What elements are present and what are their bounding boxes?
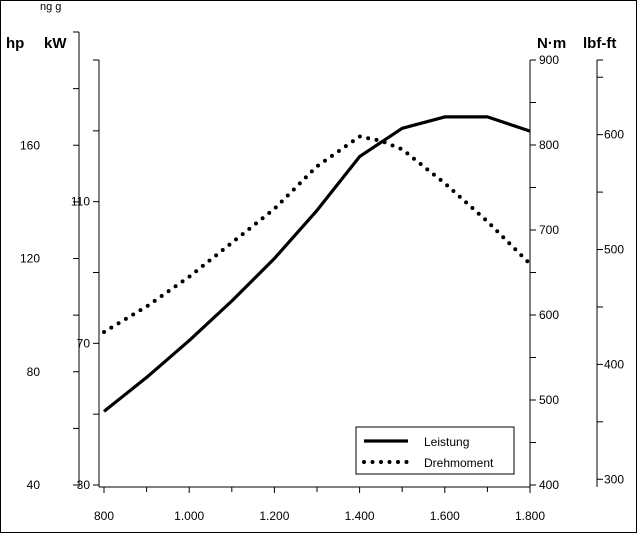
Nm-tick-label-400: 400 — [539, 478, 559, 492]
hp-tick-label-160: 160 — [20, 138, 40, 152]
Nm-tick-label-700: 700 — [539, 223, 559, 237]
lbfft-axis-title: lbf-ft — [583, 35, 616, 52]
kW-tick-label-30: 30 — [77, 478, 91, 492]
nm-axis-title: N·m — [537, 35, 566, 52]
series-line-leistung — [103, 115, 531, 413]
legend-label-drehmoment: Drehmoment — [424, 456, 494, 470]
hp-tick-label-80: 80 — [27, 365, 41, 379]
x-tick-label-1600: 1.600 — [430, 509, 460, 523]
Nm-tick-label-500: 500 — [539, 393, 559, 407]
x-tick-label-1000: 1.000 — [174, 509, 204, 523]
x-tick-label-1800: 1.800 — [515, 509, 545, 523]
kw-axis-title: kW — [44, 35, 67, 52]
Nm-tick-label-800: 800 — [539, 138, 559, 152]
series-line-drehmoment — [102, 134, 532, 334]
x-tick-label-800: 800 — [94, 509, 114, 523]
series-layer — [102, 115, 532, 413]
x-tick-label-1200: 1.200 — [259, 509, 289, 523]
axes-layer: 40 80 120 160 30 70 110 400 500 600 700 800 900 300 40… — [20, 31, 624, 523]
lbfft-tick-label-500: 500 — [604, 243, 624, 257]
legend-box — [355, 426, 515, 475]
lbfft-tick-label-600: 600 — [604, 128, 624, 142]
Nm-tick-label-900: 900 — [539, 53, 559, 67]
legend: Leistung Drehmoment — [355, 426, 515, 475]
header-caption: ng g — [40, 1, 61, 13]
hp-axis-title: hp — [6, 35, 24, 52]
lbfft-tick-label-400: 400 — [604, 357, 624, 371]
kW-tick-label-70: 70 — [77, 336, 91, 350]
hp-tick-label-40: 40 — [27, 478, 41, 492]
legend-label-leistung: Leistung — [424, 435, 469, 449]
lbfft-tick-label-300: 300 — [604, 472, 624, 486]
Nm-tick-label-600: 600 — [539, 308, 559, 322]
kW-tick-label-110: 110 — [71, 195, 90, 209]
hp-tick-label-120: 120 — [20, 252, 40, 266]
x-tick-label-1400: 1.400 — [345, 509, 375, 523]
